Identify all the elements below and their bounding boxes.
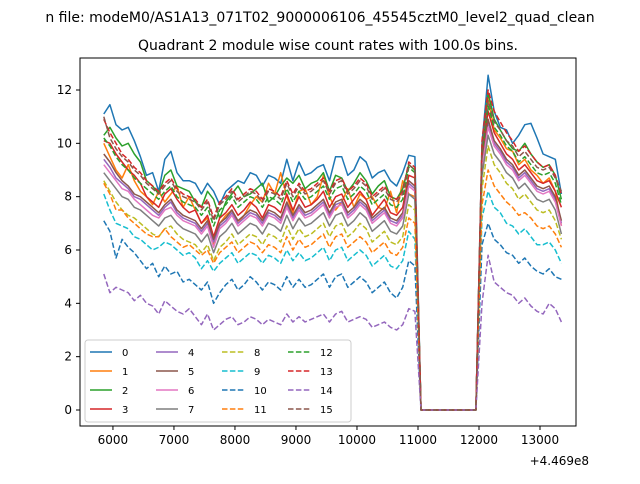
legend-label-7: 7 [188,405,194,416]
legend-label-6: 6 [188,386,194,397]
legend-label-1: 1 [122,367,128,378]
legend-label-8: 8 [254,348,260,359]
x-tick-label: 12000 [460,433,498,447]
x-tick-label: 8000 [220,433,251,447]
x-tick-label: 11000 [399,433,437,447]
y-tick-label: 0 [64,403,72,417]
legend-label-4: 4 [188,348,194,359]
x-tick-label: 9000 [281,433,312,447]
series-line-7 [103,134,563,411]
series-line-6 [103,126,563,411]
x-tick-label: 7000 [159,433,190,447]
y-tick-label: 10 [57,136,72,150]
y-tick-label: 8 [64,190,72,204]
axes-frame [79,57,577,427]
legend-label-0: 0 [122,348,128,359]
y-tick-label: 6 [64,243,72,257]
legend-label-9: 9 [254,367,260,378]
x-tick-label: 13000 [521,433,559,447]
chart-title: Quadrant 2 module wise count rates with … [138,38,518,54]
series-line-11 [103,169,563,411]
legend-label-13: 13 [320,367,333,378]
series-line-13 [103,89,563,411]
series-line-10 [103,220,562,411]
series-line-14 [103,254,563,411]
figure-suptitle: n file: modeM0/AS1A13_071T02_9000006106_… [45,10,594,26]
legend-label-5: 5 [188,367,194,378]
legend-box [84,339,352,423]
legend-label-11: 11 [254,405,267,416]
series-line-5 [103,118,563,411]
y-tick-label: 4 [64,296,72,310]
series-line-3 [103,110,563,411]
axis-ticks: 6000 7000 8000 9000 10000 11000 12000 13000 0 2 4 6… [57,83,559,447]
x-tick-label: 6000 [98,433,129,447]
legend-label-12: 12 [320,348,333,359]
series-line-15 [103,99,563,411]
x-tick-label: 10000 [338,433,376,447]
y-tick-label: 2 [64,350,72,364]
legend-label-2: 2 [122,386,128,397]
series-line-9 [103,190,563,411]
legend-label-15: 15 [320,405,333,416]
series-line-8 [103,145,563,411]
legend-label-3: 3 [122,405,128,416]
legend-label-14: 14 [320,386,333,397]
plot-area [103,74,563,411]
x-offset-text: +4.469e8 [530,454,589,468]
y-tick-label: 12 [57,83,72,97]
legend-label-10: 10 [254,386,267,397]
